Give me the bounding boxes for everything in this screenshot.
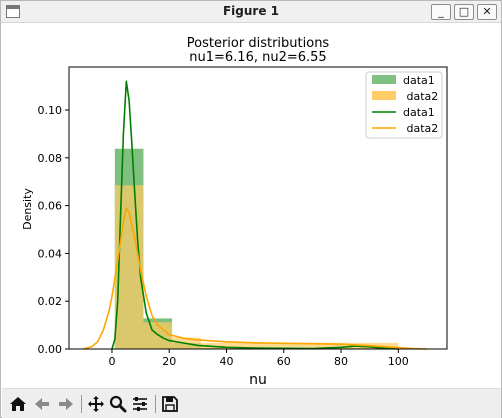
chart: Posterior distributions nu1=6.16, nu2=6.… — [21, 36, 448, 388]
figure-canvas: Posterior distributions nu1=6.16, nu2=6.… — [2, 24, 501, 388]
legend-label-hist-data1: data1 — [403, 74, 435, 87]
pan-button[interactable] — [85, 393, 107, 415]
x-tick-label: 80 — [334, 355, 348, 368]
pan-move-icon — [88, 396, 104, 412]
legend-swatch-hist-data2 — [372, 91, 396, 100]
x-tick-label: 100 — [388, 355, 409, 368]
y-tick-label: 0.04 — [38, 247, 63, 260]
plot-frame — [68, 66, 448, 350]
kde-line-data1 — [111, 80, 399, 350]
x-tick-label: 20 — [162, 355, 176, 368]
x-axis-label: nu — [249, 372, 267, 387]
x-axis: 0 20 40 60 80 100 — [108, 349, 409, 368]
legend-swatch-hist-data1 — [372, 75, 396, 84]
y-tick-label: 0.02 — [38, 295, 63, 308]
minimize-button[interactable]: _ — [431, 4, 451, 20]
close-button[interactable]: ✕ — [477, 4, 497, 20]
legend-label-hist-data2: data2 — [403, 90, 438, 103]
window-title: Figure 1 — [222, 4, 280, 18]
back-arrow-icon — [35, 398, 49, 410]
configure-subplots-icon — [133, 397, 147, 411]
chart-title-line-1: Posterior distributions — [187, 36, 330, 51]
y-tick-label: 0.06 — [38, 200, 63, 213]
home-button[interactable] — [7, 393, 29, 415]
configure-subplots-button[interactable] — [129, 393, 151, 415]
navigation-toolbar — [2, 388, 501, 418]
maximize-button[interactable]: □ — [454, 4, 474, 20]
legend: data1 data2 data1 data2 — [365, 71, 443, 139]
y-tick-label: 0.08 — [38, 152, 63, 165]
forward-button[interactable] — [55, 393, 77, 415]
y-tick-label: 0.00 — [38, 343, 63, 356]
histogram-bars — [114, 148, 399, 349]
y-axis-label: Density — [21, 188, 34, 230]
x-tick-label: 60 — [277, 355, 291, 368]
kde-line-data2 — [83, 207, 428, 350]
hist-bar-data2-3 — [200, 342, 399, 349]
x-tick-label: 40 — [220, 355, 234, 368]
toolbar-separator — [81, 395, 82, 413]
window-app-icon — [6, 5, 20, 18]
home-icon — [10, 397, 26, 411]
forward-arrow-icon — [59, 398, 73, 410]
y-axis: 0.00 0.02 0.04 0.06 0.08 0.10 — [38, 104, 69, 356]
y-tick-label: 0.10 — [38, 104, 63, 117]
chart-title-line-2: nu1=6.16, nu2=6.55 — [189, 50, 326, 65]
legend-box — [365, 71, 443, 139]
save-floppy-icon — [162, 396, 178, 412]
zoom-button[interactable] — [107, 393, 129, 415]
back-button[interactable] — [31, 393, 53, 415]
legend-label-kde-data2: data2 — [403, 122, 438, 135]
kde-lines — [83, 80, 428, 350]
toolbar-separator — [155, 395, 156, 413]
x-tick-label: 0 — [108, 355, 115, 368]
zoom-magnifier-icon — [109, 395, 127, 413]
title-bar: Figure 1 _ □ ✕ — [1, 1, 501, 23]
legend-label-kde-data1: data1 — [403, 106, 435, 119]
save-button[interactable] — [159, 393, 181, 415]
